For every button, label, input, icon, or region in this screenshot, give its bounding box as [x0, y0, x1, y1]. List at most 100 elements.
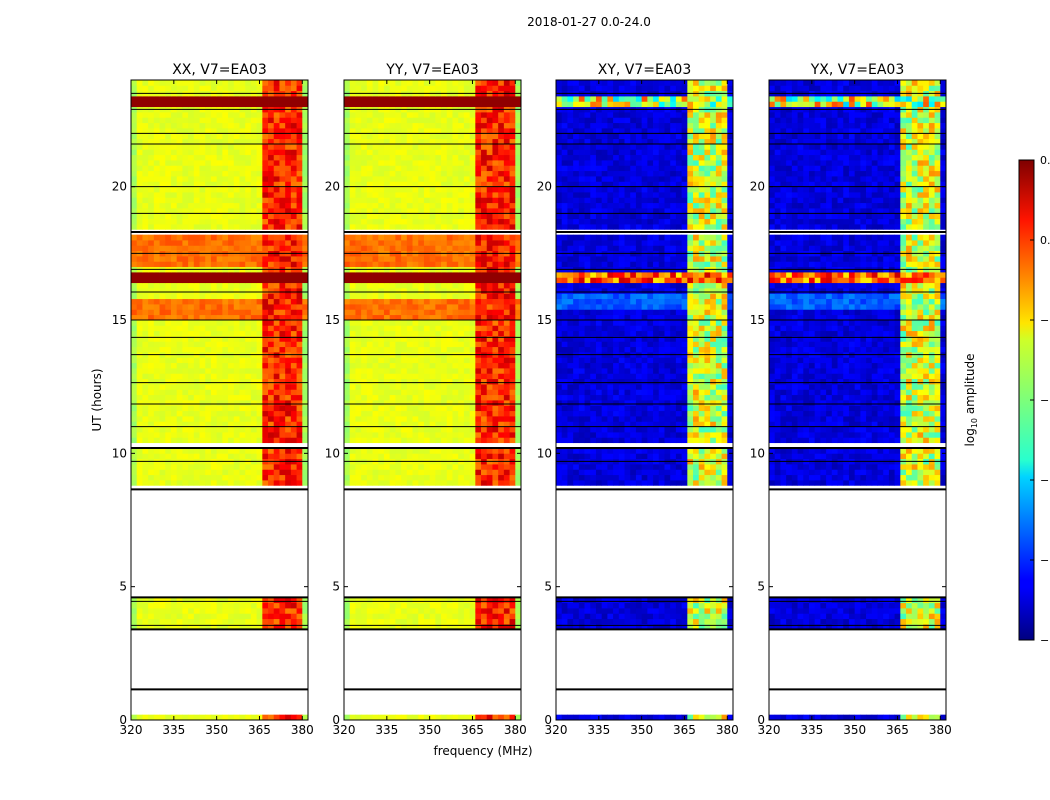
heatmap-cell	[498, 165, 505, 172]
heatmap-cell	[366, 469, 373, 476]
heatmap-cell	[199, 272, 206, 278]
heatmap-cell	[469, 149, 476, 156]
heatmap-cell	[142, 277, 149, 284]
heatmap-cell	[262, 245, 269, 252]
heatmap-cell	[222, 362, 229, 369]
heatmap-cell	[285, 288, 292, 294]
heatmap-cell	[486, 256, 493, 262]
heatmap-cell	[153, 469, 160, 476]
heatmap-cell	[372, 192, 379, 198]
heatmap-cell	[361, 245, 368, 252]
heatmap-cell	[233, 624, 240, 630]
heatmap-cell	[165, 373, 172, 380]
heatmap-cell	[446, 133, 453, 140]
heatmap-cell	[176, 240, 183, 246]
heatmap-cell	[153, 597, 160, 604]
heatmap-cell	[302, 400, 309, 406]
heatmap-cell	[268, 304, 275, 310]
heatmap-cell	[412, 597, 419, 604]
heatmap-cell	[469, 218, 476, 225]
heatmap-cell	[406, 597, 413, 604]
heatmap-cell	[378, 480, 385, 486]
heatmap-cell	[273, 165, 280, 172]
heatmap-cell	[205, 469, 212, 476]
heatmap-cell	[429, 384, 436, 390]
heatmap-cell	[302, 405, 309, 412]
heatmap-cell	[481, 197, 488, 204]
heatmap-cell	[285, 234, 292, 241]
heatmap-cell	[233, 149, 240, 156]
heatmap-cell	[452, 453, 459, 460]
heatmap-cell	[418, 437, 425, 444]
heatmap-cell	[131, 314, 138, 321]
heatmap-cell	[176, 330, 183, 337]
heatmap-cell	[452, 304, 459, 310]
heatmap-cell	[296, 213, 303, 220]
heatmap-cell	[498, 368, 505, 374]
heatmap-cell	[441, 357, 448, 364]
heatmap-cell	[435, 293, 442, 300]
heatmap-cell	[412, 336, 419, 342]
heatmap-cell	[239, 714, 246, 721]
heatmap-cell	[245, 144, 252, 150]
heatmap-cell	[412, 154, 419, 161]
heatmap-cell	[182, 176, 189, 182]
heatmap-cell	[446, 277, 453, 284]
heatmap-cell	[182, 218, 189, 225]
heatmap-cell	[446, 304, 453, 310]
heatmap-cell	[256, 149, 263, 156]
heatmap-cell	[210, 240, 218, 246]
heatmap-cell	[378, 272, 385, 278]
heatmap-cell	[193, 160, 200, 166]
heatmap-cell	[296, 597, 303, 604]
heatmap-cell	[435, 202, 442, 209]
heatmap-cell	[296, 325, 303, 332]
heatmap-cell	[290, 373, 297, 380]
heatmap-cell	[372, 373, 379, 380]
heatmap-cell	[302, 186, 309, 193]
heatmap-cell	[418, 453, 425, 460]
heatmap-cell	[344, 453, 351, 460]
heatmap-cell	[492, 149, 499, 156]
heatmap-cell	[193, 437, 200, 444]
heatmap-cell	[383, 192, 391, 198]
heatmap-cell	[159, 624, 166, 630]
heatmap-cell	[136, 288, 143, 294]
heatmap-cell	[515, 410, 522, 417]
heatmap-cell	[406, 448, 413, 454]
heatmap-cell	[256, 133, 263, 140]
heatmap-cell	[233, 389, 240, 396]
heatmap-cell	[344, 96, 351, 102]
heatmap-cell	[273, 384, 280, 390]
heatmap-cell	[463, 138, 471, 145]
heatmap-cell	[205, 357, 212, 364]
heatmap-cell	[205, 602, 212, 609]
heatmap-cell	[349, 378, 356, 385]
heatmap-cell	[256, 256, 263, 262]
heatmap-cell	[233, 378, 240, 385]
heatmap-cell	[136, 256, 143, 262]
heatmap-cell	[498, 149, 505, 156]
heatmap-cell	[199, 336, 206, 342]
heatmap-cell	[228, 362, 235, 369]
heatmap-cell	[509, 112, 516, 118]
heatmap-cell	[492, 117, 499, 124]
heatmap-cell	[205, 389, 212, 396]
heatmap-cell	[395, 288, 402, 294]
heatmap-cell	[515, 149, 522, 156]
heatmap-cell	[222, 176, 229, 182]
heatmap-cell	[344, 602, 351, 609]
heatmap-cell	[475, 138, 482, 145]
heatmap-cell	[233, 405, 240, 412]
heatmap-cell	[355, 384, 362, 390]
heatmap-cell	[250, 362, 258, 369]
heatmap-cell	[136, 314, 143, 321]
heatmap-cell	[148, 368, 155, 374]
heatmap-cell	[429, 432, 436, 438]
heatmap-cell	[182, 597, 189, 604]
heatmap-cell	[142, 314, 149, 321]
heatmap-cell	[475, 202, 482, 209]
heatmap-cell	[250, 368, 258, 374]
heatmap-cell	[148, 602, 155, 609]
heatmap-cell	[182, 197, 189, 204]
